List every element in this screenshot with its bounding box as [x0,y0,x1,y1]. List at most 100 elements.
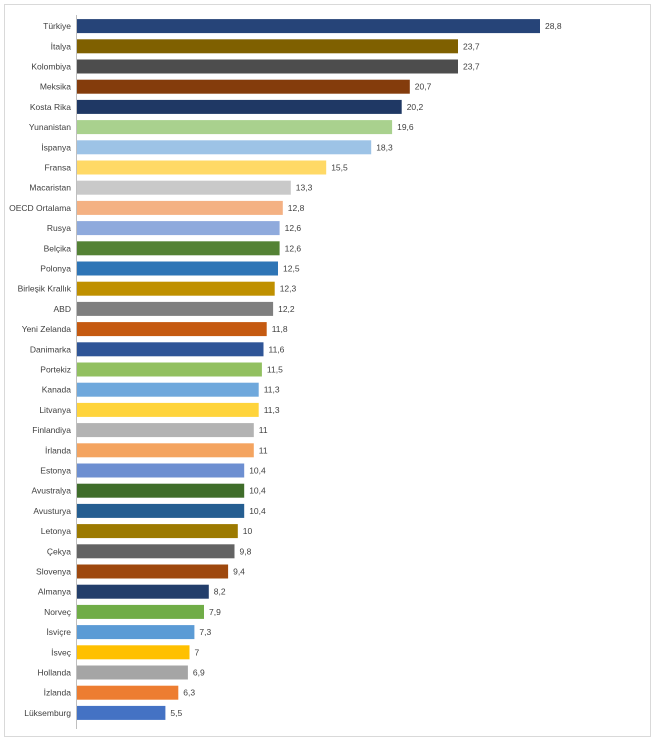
data-label: 7 [195,647,200,657]
category-label: Polonya [40,264,71,274]
category-label: Türkiye [43,21,71,31]
bar [77,241,280,256]
data-label: 12,6 [285,243,302,253]
category-label: Portekiz [40,365,71,375]
data-label: 19,6 [397,122,414,132]
data-label: 10,4 [249,506,266,516]
bar [77,705,166,720]
data-label: 13,3 [296,183,313,193]
data-label: 11 [259,425,268,435]
bar [77,362,262,377]
category-label: İtalya [51,41,72,51]
category-label: İzlanda [44,688,72,698]
category-label: Fransa [45,163,72,173]
bar [77,402,259,417]
bar [77,160,327,175]
data-label: 11 [259,445,268,455]
category-label: Lüksemburg [24,708,71,718]
data-label: 12,6 [285,223,302,233]
bar [77,685,179,700]
bar [77,665,188,680]
category-label: Norveç [44,607,72,617]
category-label: Kosta Rika [30,102,71,112]
data-label: 11,5 [267,365,283,375]
data-label: 23,7 [463,41,480,51]
bar [77,281,275,296]
category-label: Kolombiya [31,62,71,72]
data-label: 6,3 [183,688,195,698]
category-label: Meksika [40,82,71,92]
category-label: Danimarka [30,344,71,354]
bar-chart: Türkiye 28,8 İtalya 23,7 Kolombiya 23,7 Meksik… [9,15,562,729]
data-label: 9,8 [240,546,252,556]
data-label: 8,2 [214,587,226,597]
data-label: 20,2 [407,102,424,112]
data-label: 10,4 [249,486,266,496]
bar [77,584,209,599]
category-label: Birleşik Krallık [18,284,72,294]
data-label: 11,3 [264,405,280,415]
data-label: 11,8 [272,324,288,334]
bar [77,463,245,478]
category-label: Almanya [38,587,71,597]
bar [77,524,238,539]
data-label: 23,7 [463,62,480,72]
bar [77,604,204,619]
data-label: 11,3 [264,385,280,395]
data-label: 6,9 [193,668,205,678]
data-label: 20,7 [415,82,432,92]
data-label: 12,2 [278,304,295,314]
data-label: 12,3 [280,284,297,294]
data-label: 10,4 [249,466,266,476]
bar [77,261,278,276]
data-label: 28,8 [545,21,562,31]
data-label: 11,6 [269,344,285,354]
category-label: İsveç [51,647,72,657]
bar [77,19,540,34]
bar [77,180,291,195]
data-label: 7,3 [199,627,211,637]
data-label: 9,4 [233,567,245,577]
data-label: 10 [243,526,253,536]
category-label: İsviçre [46,627,71,637]
category-label: Avusturya [33,506,71,516]
bar [77,483,245,498]
bar [77,301,274,316]
category-label: Estonya [40,466,71,476]
bar [77,443,254,458]
category-label: Yeni Zelanda [22,324,72,334]
bar [77,423,254,438]
bar [77,221,280,236]
bar [77,645,190,660]
category-label: Rusya [47,223,71,233]
bar [77,342,264,357]
category-label: Kanada [42,385,72,395]
data-label: 18,3 [376,142,393,152]
bar [77,382,259,397]
bar [77,79,410,94]
data-label: 15,5 [331,163,348,173]
data-label: 12,5 [283,264,300,274]
category-label: İrlanda [45,445,71,455]
data-label: 5,5 [170,708,182,718]
bar [77,59,458,74]
category-label: İspanya [41,142,71,152]
bar [77,140,372,155]
bar [77,564,229,579]
bar [77,39,458,54]
bar [77,120,393,135]
category-label: Slovenya [36,567,71,577]
bar [77,322,267,337]
category-label: ABD [54,304,71,314]
category-label: Yunanistan [29,122,71,132]
category-label: Letonya [41,526,72,536]
category-label: Hollanda [37,668,71,678]
category-label: Belçika [44,243,72,253]
data-label: 7,9 [209,607,221,617]
category-label: Avustralya [31,486,71,496]
category-label: Finlandiya [32,425,71,435]
category-label: Macaristan [29,183,71,193]
data-label: 12,8 [288,203,305,213]
bar [77,200,283,215]
bar [77,625,195,640]
